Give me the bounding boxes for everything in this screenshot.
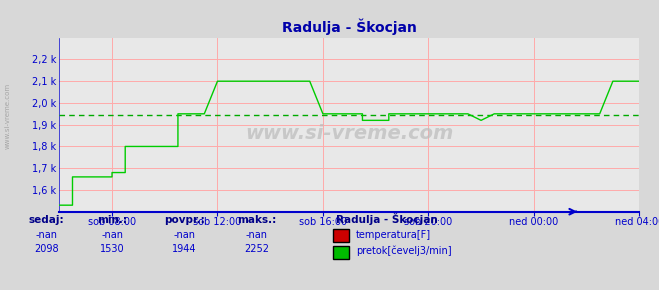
Text: www.si-vreme.com: www.si-vreme.com [245,124,453,143]
Text: -nan: -nan [35,230,57,240]
Text: www.si-vreme.com: www.si-vreme.com [5,83,11,149]
Text: 1530: 1530 [100,244,125,254]
Text: Radulja - Škocjan: Radulja - Škocjan [336,213,438,225]
Text: 1944: 1944 [172,244,197,254]
Text: temperatura[F]: temperatura[F] [356,230,431,240]
Text: 2252: 2252 [244,244,270,254]
Text: maks.:: maks.: [237,215,277,225]
Text: min.:: min.: [97,215,127,225]
Text: povpr.:: povpr.: [164,215,205,225]
Title: Radulja - Škocjan: Radulja - Škocjan [282,19,416,35]
Text: pretok[čevelj3/min]: pretok[čevelj3/min] [356,245,451,256]
Text: -nan: -nan [101,230,123,240]
Text: -nan: -nan [246,230,268,240]
Text: -nan: -nan [173,230,196,240]
Text: 2098: 2098 [34,244,59,254]
Text: sedaj:: sedaj: [28,215,64,225]
